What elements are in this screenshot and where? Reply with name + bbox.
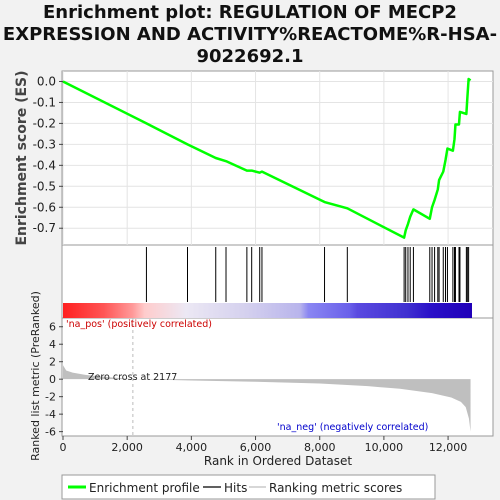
legend-hits-label: Hits (224, 481, 247, 495)
metric-y-tick-label: 4 (49, 338, 56, 351)
metric-y-tick-label: 2 (49, 356, 56, 369)
na-neg-label: 'na_neg' (negatively correlated) (277, 422, 428, 433)
enrichment-profile-line (62, 77, 472, 239)
metric-panel-frame (61, 317, 494, 437)
legend: Enrichment profile Hits Ranking metric s… (61, 474, 436, 500)
es-y-tick-label: -0.2 (33, 116, 56, 130)
x-tick-label: 2,000 (111, 441, 143, 454)
chart-title-line-1: Enrichment plot: REGULATION OF MECP2 (43, 2, 457, 23)
ranking-metric-fill (63, 365, 471, 432)
x-tick-label: 10,000 (365, 441, 404, 454)
metric-y-tick-label: -4 (45, 408, 56, 421)
es-y-axis-label: Enrichment score (ES) (14, 70, 30, 245)
x-tick-label: 6,000 (240, 441, 272, 454)
na-pos-label: 'na_pos' (positively correlated) (66, 319, 212, 330)
es-gridlines (62, 71, 493, 245)
x-tick-label: 8,000 (304, 441, 336, 454)
rank-color-bar (63, 303, 472, 318)
es-y-axis: 0.0 -0.1 -0.2 -0.3 -0.4 -0.5 -0.6 -0.7 (33, 74, 63, 235)
enrichment-profile (62, 77, 472, 239)
es-y-tick-label: -0.5 (33, 179, 56, 193)
metric-y-axis-label: Ranked list metric (PreRanked) (29, 291, 42, 461)
es-y-tick-label: 0.0 (37, 74, 56, 88)
chart-title: Enrichment plot: REGULATION OF MECP2 EXP… (0, 2, 500, 68)
x-tick-label: 4,000 (176, 441, 208, 454)
zero-cross-label: Zero cross at 2177 (88, 372, 177, 383)
chart-title-line-3: 9022692.1 (196, 46, 304, 67)
x-axis: 0 2,000 4,000 6,000 8,000 10,000 12,000 (60, 436, 468, 454)
metric-y-tick-label: -2 (45, 391, 56, 404)
es-y-tick-label: -0.7 (33, 221, 56, 235)
hits-lines (145, 247, 470, 302)
es-y-tick-label: -0.3 (33, 137, 56, 151)
metric-y-tick-label: -6 (45, 426, 56, 439)
x-axis-label: Rank in Ordered Dataset (204, 454, 352, 468)
es-y-tick-label: -0.1 (33, 95, 56, 109)
ranking-metric-area (63, 318, 471, 436)
legend-box (61, 474, 436, 500)
legend-enrichment-label: Enrichment profile (89, 481, 200, 495)
x-tick-label: 0 (60, 441, 67, 454)
legend-metric-label: Ranking metric scores (269, 481, 402, 495)
chart-title-line-2: EXPRESSION AND ACTIVITY%REACTOME%R-HSA- (2, 24, 498, 45)
metric-y-tick-label: 0 (49, 373, 56, 386)
es-panel-frame (61, 70, 494, 246)
x-tick-label: 12,000 (429, 441, 468, 454)
metric-y-tick-label: 6 (49, 321, 56, 334)
metric-y-axis: 6 4 2 0 -2 -4 -6 (45, 321, 63, 439)
es-y-tick-label: -0.6 (33, 200, 56, 214)
es-y-tick-label: -0.4 (33, 158, 56, 172)
